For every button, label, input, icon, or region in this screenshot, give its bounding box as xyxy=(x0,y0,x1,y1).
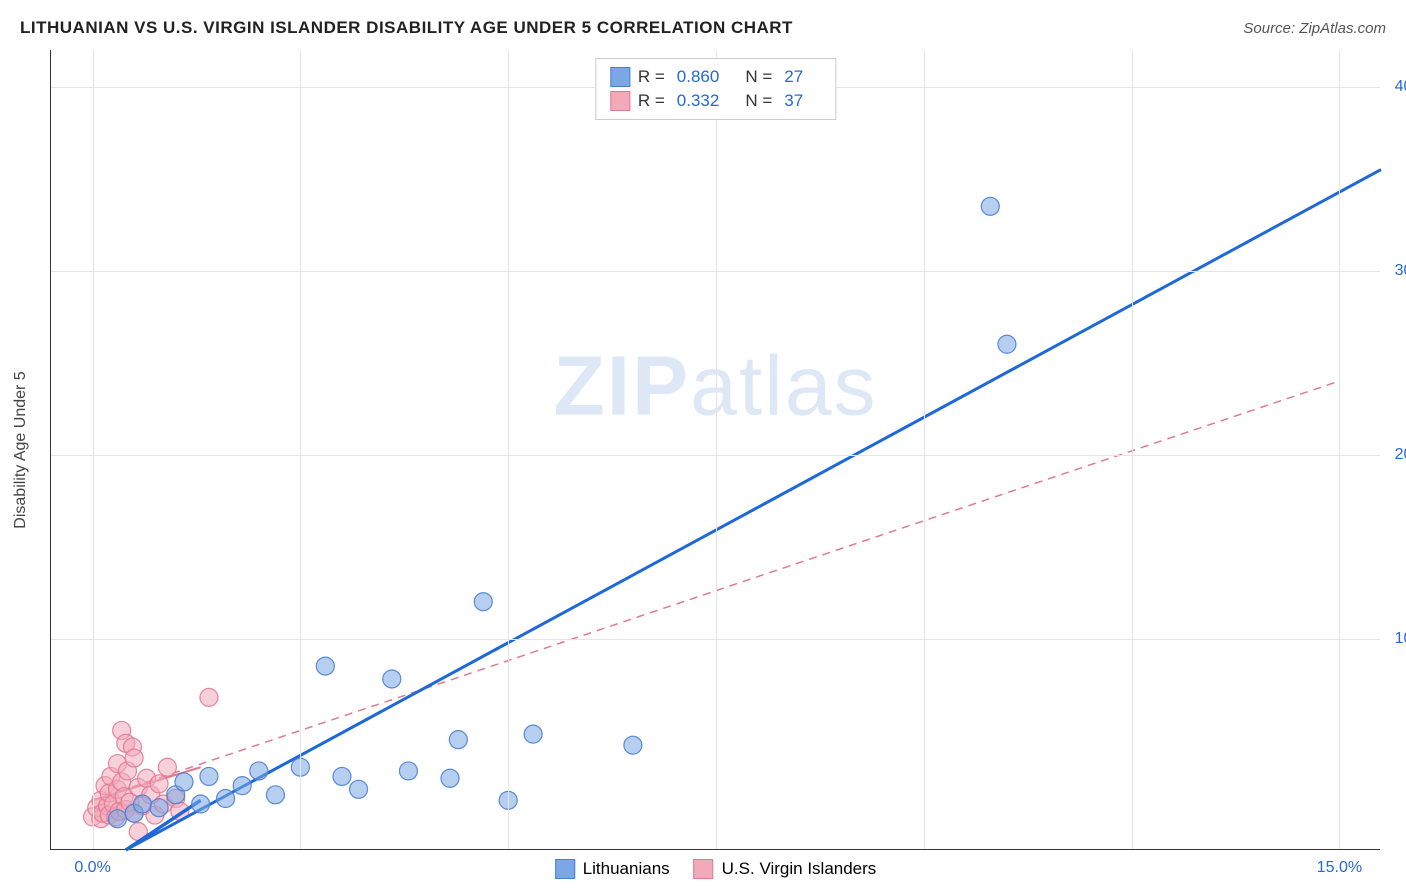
legend-stats-row: R = 0.332 N = 37 xyxy=(610,89,821,113)
n-value: 27 xyxy=(784,67,803,87)
y-tick-label: 40.0% xyxy=(1395,78,1406,96)
y-axis-label: Disability Age Under 5 xyxy=(12,371,30,528)
legend-item: Lithuanians xyxy=(555,859,670,879)
y-tick-label: 20.0% xyxy=(1395,446,1406,464)
legend-swatch xyxy=(694,859,714,879)
legend-swatch xyxy=(610,91,630,111)
chart-plot-area: Disability Age Under 5 ZIPatlas R = 0.86… xyxy=(50,50,1380,850)
n-value: 37 xyxy=(784,91,803,111)
source-credit: Source: ZipAtlas.com xyxy=(1243,20,1386,37)
chart-title: LITHUANIAN VS U.S. VIRGIN ISLANDER DISAB… xyxy=(20,18,793,38)
y-tick-label: 30.0% xyxy=(1395,262,1406,280)
legend-swatch xyxy=(610,67,630,87)
legend-label: U.S. Virgin Islanders xyxy=(722,859,877,879)
r-value: 0.332 xyxy=(677,91,720,111)
y-tick-label: 10.0% xyxy=(1395,630,1406,648)
x-tick-label: 15.0% xyxy=(1317,859,1362,877)
legend-series: Lithuanians U.S. Virgin Islanders xyxy=(555,859,877,879)
x-tick-label: 0.0% xyxy=(74,859,110,877)
legend-swatch xyxy=(555,859,575,879)
legend-label: Lithuanians xyxy=(583,859,670,879)
legend-stats: R = 0.860 N = 27 R = 0.332 N = 37 xyxy=(595,58,836,120)
r-value: 0.860 xyxy=(677,67,720,87)
legend-item: U.S. Virgin Islanders xyxy=(694,859,877,879)
legend-stats-row: R = 0.860 N = 27 xyxy=(610,65,821,89)
